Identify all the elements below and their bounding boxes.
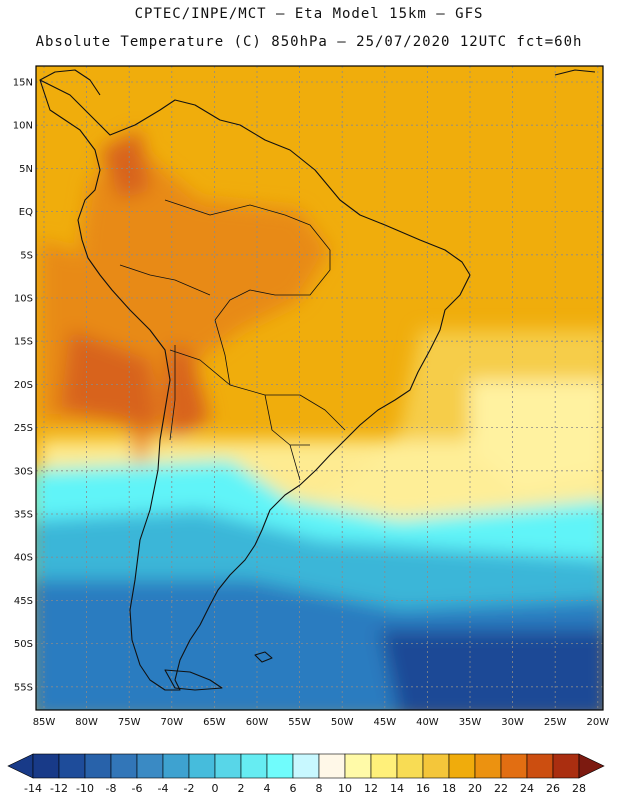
lat-label: 25S [14,423,33,434]
lon-label: 75W [118,717,141,728]
colorbar-arrow-low [7,753,34,779]
lat-label: 5S [20,250,33,261]
lat-label: 5N [19,164,33,175]
lon-label: 55W [288,717,311,728]
colorbar-label: -4 [158,782,169,795]
lon-label: 60W [246,717,269,728]
lat-label: 40S [14,553,33,564]
colorbar-label: -10 [76,782,94,795]
lat-label: 15N [13,78,33,89]
lon-label: 45W [373,717,396,728]
colorbar-label: 26 [546,782,560,795]
lon-label: 80W [75,717,98,728]
colorbar-label: 22 [494,782,508,795]
colorbar-swatch [396,753,424,779]
colorbar-swatch [136,753,164,779]
colorbar-swatch [58,753,86,779]
lat-label: 10N [13,121,33,132]
lon-label: 30W [501,717,524,728]
colorbar-label: 18 [442,782,456,795]
colorbar-label: 2 [238,782,245,795]
lon-label: 40W [416,717,439,728]
colorbar-swatch [318,753,346,779]
lon-label: 65W [203,717,226,728]
colorbar [7,753,605,779]
colorbar-swatch [110,753,138,779]
colorbar-label: -12 [50,782,68,795]
lat-label: EQ [19,207,33,218]
coastlines [39,69,596,691]
lon-label: 20W [586,717,609,728]
lon-label: 50W [331,717,354,728]
central-america [39,69,101,96]
south-america-coast [39,79,471,691]
colorbar-label: -2 [184,782,195,795]
lat-label: 30S [14,466,33,477]
lon-label: 70W [160,717,183,728]
falklands [254,651,273,663]
longitude-labels: 85W 80W 75W 70W 65W 60W 55W 50W 45W 40W 35W 30W 25W 2… [33,717,610,728]
colorbar-label: 0 [212,782,219,795]
lat-label: 15S [14,337,33,348]
lat-label: 55S [14,682,33,693]
caribbean-islands [554,69,596,76]
colorbar-swatch [344,753,372,779]
tierra-del-fuego [164,669,223,691]
colorbar-swatch [240,753,268,779]
colorbar-label: 28 [572,782,586,795]
colorbar-label: 4 [264,782,271,795]
colorbar-swatch [214,753,242,779]
colorbar-label: -6 [132,782,143,795]
colorbar-swatch [370,753,398,779]
lon-label: 25W [544,717,567,728]
colorbar-label: 20 [468,782,482,795]
colorbar-swatch [474,753,502,779]
temperature-field [36,66,603,710]
latitude-labels: 15N 10N 5N EQ 5S 10S 15S 20S 25S 30S 35S 40S 45S 50S 5… [13,78,33,694]
colorbar-swatch [162,753,190,779]
colorbar-label: 12 [364,782,378,795]
colorbar-label: 16 [416,782,430,795]
lat-label: 50S [14,639,33,650]
colorbar-swatch [188,753,216,779]
colorbar-swatch [552,753,580,779]
colorbar-label: 14 [390,782,404,795]
colorbar-labels: -14 -12 -10 -8 -6 -4 -2 0 2 4 6 8 10 12 14 16 18 20 22 24 26… [24,782,586,795]
country-borders [119,199,346,481]
map-frame [35,65,604,711]
colorbar-label: 10 [338,782,352,795]
colorbar-label: 8 [316,782,323,795]
chart-title-line1: CPTEC/INPE/MCT – Eta Model 15km – GFS [134,6,484,22]
colorbar-label: 6 [290,782,297,795]
lat-label: 45S [14,596,33,607]
colorbar-swatch [292,753,320,779]
lon-label: 35W [459,717,482,728]
chart-title-line2: Absolute Temperature (C) 850hPa – 25/07/… [35,34,583,50]
colorbar-swatch [266,753,294,779]
colorbar-label: 24 [520,782,534,795]
colorbar-label: -8 [106,782,117,795]
lat-label: 35S [14,510,33,521]
colorbar-swatch [448,753,476,779]
field-coldest [380,630,603,710]
lon-label: 85W [33,717,56,728]
colorbar-swatch [32,753,60,779]
field-warm-core-north [100,130,150,200]
graticule [36,66,603,710]
colorbar-swatch [84,753,112,779]
colorbar-swatch [526,753,554,779]
lat-label: 10S [14,294,33,305]
field-warm-core-pacific [60,330,160,430]
colorbar-arrow-high [578,753,605,779]
colorbar-swatch [422,753,450,779]
lat-label: 20S [14,380,33,391]
colorbar-label: -14 [24,782,42,795]
colorbar-swatch [500,753,528,779]
